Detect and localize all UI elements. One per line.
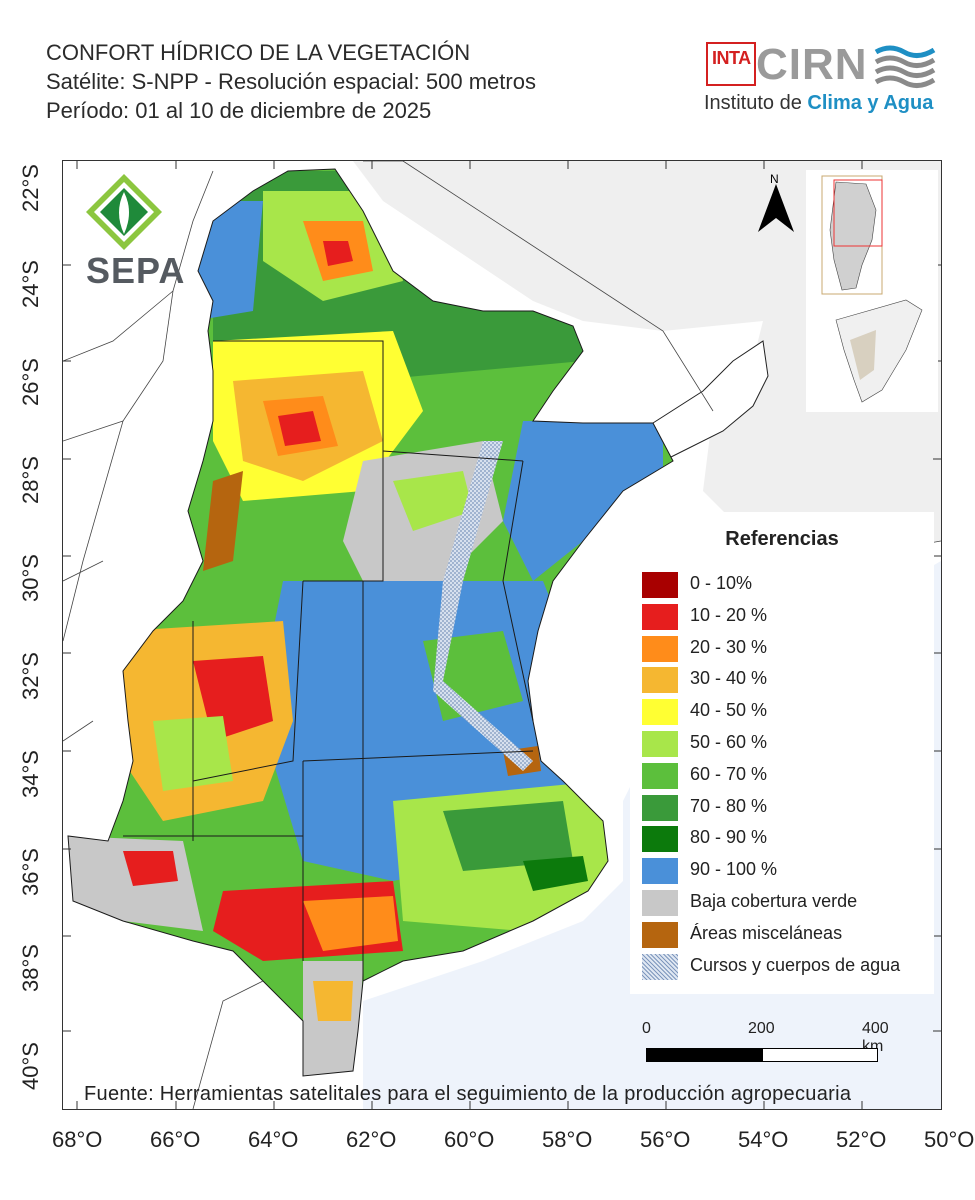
latitude-tick-label: 28°S xyxy=(18,456,43,504)
legend-swatch xyxy=(642,635,678,662)
cirn-logo: INTA CIRN Instituto de Clima y Agua xyxy=(704,40,944,120)
legend-swatch xyxy=(642,699,678,726)
legend-label: 10 - 20 % xyxy=(690,604,768,625)
map-title-block: CONFORT HÍDRICO DE LA VEGETACIÓN Satélit… xyxy=(46,38,536,125)
legend-label: 0 - 10% xyxy=(690,573,753,593)
legend-swatch xyxy=(642,921,678,948)
longitude-tick-label: 64°O xyxy=(248,1127,299,1152)
latitude-tick-label: 36°S xyxy=(18,848,43,896)
scale-bar: 0 200 400 km xyxy=(640,1020,900,1070)
scale-bar-segment-white xyxy=(762,1048,878,1062)
legend-swatch xyxy=(642,794,678,821)
latitude-tick-label: 26°S xyxy=(18,358,43,406)
sepa-leaf-icon xyxy=(86,174,162,250)
legend-label: 20 - 30 % xyxy=(690,636,768,657)
longitude-tick-label: 60°O xyxy=(444,1127,495,1152)
legend-label: 60 - 70 % xyxy=(690,763,768,784)
legend-label: 70 - 80 % xyxy=(690,795,768,816)
north-arrow: N xyxy=(756,172,796,234)
cirn-wordmark: CIRN xyxy=(756,40,868,89)
map-satellite-info: Satélite: S-NPP - Resolución espacial: 5… xyxy=(46,69,536,94)
map-title: CONFORT HÍDRICO DE LA VEGETACIÓN xyxy=(46,40,471,65)
north-label: N xyxy=(770,172,779,186)
legend-label: 90 - 100 % xyxy=(690,859,778,880)
longitude-tick-label: 58°O xyxy=(542,1127,593,1152)
waves-icon xyxy=(874,45,936,88)
latitude-tick-label: 34°S xyxy=(18,750,43,798)
legend-label: Áreas misceláneas xyxy=(690,922,843,943)
legend-label: Cursos y cuerpos de agua xyxy=(690,954,901,975)
latitude-tick-label: 32°S xyxy=(18,652,43,700)
institute-name: Instituto de Clima y Agua xyxy=(704,92,934,114)
inta-logo: INTA xyxy=(706,42,756,86)
legend-swatch xyxy=(642,858,678,885)
misiones-outline xyxy=(652,340,769,462)
longitude-tick-label: 66°O xyxy=(150,1127,201,1152)
sepa-logo: SEPA xyxy=(84,172,184,292)
north-arrow-icon xyxy=(758,184,794,232)
legend-swatch xyxy=(642,572,678,598)
longitude-tick-label: 56°O xyxy=(640,1127,691,1152)
scale-label-200: 200 xyxy=(748,1020,775,1037)
latitude-tick-label: 40°S xyxy=(18,1042,43,1090)
legend-swatch xyxy=(642,953,678,980)
scale-bar-segment-black xyxy=(646,1048,764,1062)
legend-swatch xyxy=(642,890,678,916)
latitude-tick-label: 22°S xyxy=(18,164,43,212)
legend-swatch xyxy=(642,826,678,853)
legend-label: 80 - 90 % xyxy=(690,827,768,848)
legend-title: Referencias xyxy=(725,528,839,550)
longitude-tick-label: 54°O xyxy=(738,1127,789,1152)
neighbour-country-shape xyxy=(353,161,941,561)
legend-swatch xyxy=(642,667,678,694)
legend-swatch xyxy=(642,762,678,789)
map-legend: Referencias 0 - 10% 10 - 20 % 20 - 30 % 30 … xyxy=(630,512,934,994)
legend-label: 40 - 50 % xyxy=(690,700,768,721)
map-period: Período: 01 al 10 de diciembre de 2025 xyxy=(46,98,432,123)
longitude-tick-label: 52°O xyxy=(836,1127,887,1152)
legend-label: 50 - 60 % xyxy=(690,732,768,752)
graticule-ticks xyxy=(63,161,941,1109)
legend-swatch xyxy=(642,731,678,757)
inset-locator-map xyxy=(806,170,938,412)
longitude-tick-label: 68°O xyxy=(52,1127,103,1152)
longitude-tick-label: 62°O xyxy=(346,1127,397,1152)
longitude-tick-label: 50°O xyxy=(924,1127,975,1152)
data-source-note: Fuente: Herramientas satelitales para el… xyxy=(84,1083,852,1105)
legend-swatch xyxy=(642,603,678,630)
legend-label: Baja cobertura verde xyxy=(690,891,858,911)
latitude-tick-label: 30°S xyxy=(18,554,43,602)
scale-label-0: 0 xyxy=(642,1020,651,1037)
inset-map-shape xyxy=(821,175,923,403)
latitude-tick-label: 38°S xyxy=(18,944,43,992)
province-borders xyxy=(67,168,674,1077)
legend-label: 30 - 40 % xyxy=(690,668,768,689)
latitude-tick-label: 24°S xyxy=(18,260,43,308)
